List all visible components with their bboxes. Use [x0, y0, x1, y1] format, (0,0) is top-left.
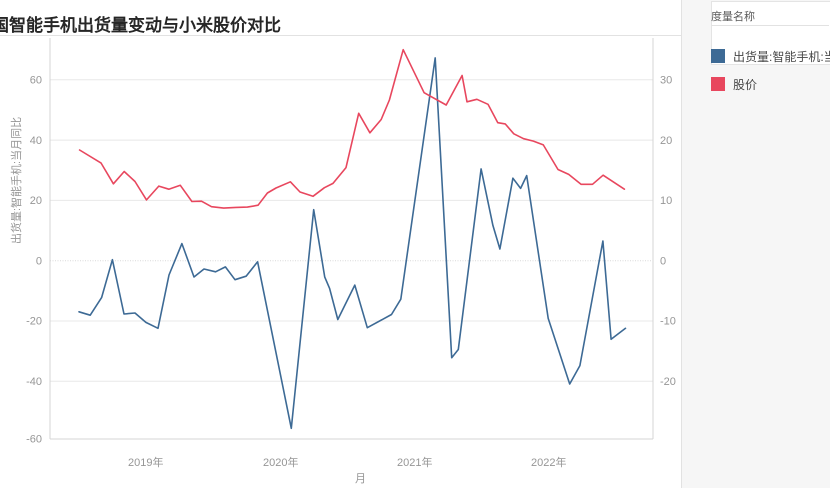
svg-text:0: 0: [36, 255, 42, 267]
svg-text:-20: -20: [660, 376, 676, 388]
svg-text:40: 40: [30, 135, 42, 147]
svg-text:-10: -10: [660, 316, 676, 328]
svg-text:-20: -20: [26, 316, 42, 328]
svg-text:10: 10: [660, 195, 672, 207]
svg-text:30: 30: [660, 75, 672, 87]
svg-text:-40: -40: [26, 376, 42, 388]
svg-text:20: 20: [660, 135, 672, 147]
svg-text:60: 60: [30, 75, 42, 87]
svg-text:-60: -60: [26, 434, 42, 446]
svg-text:20: 20: [30, 195, 42, 207]
svg-text:0: 0: [660, 255, 666, 267]
